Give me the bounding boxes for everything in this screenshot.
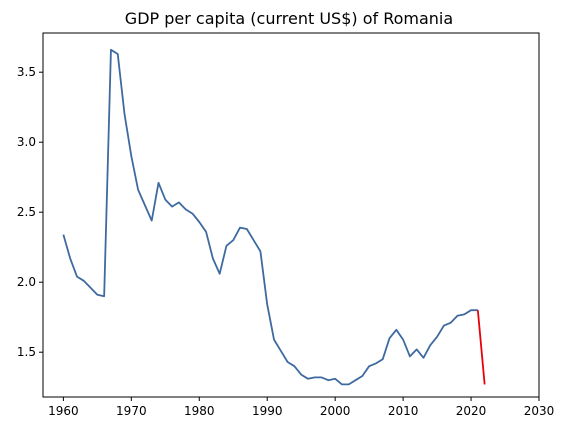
x-tick-label: 2030 [524,404,555,418]
x-tick-label: 1960 [48,404,79,418]
x-tick-label: 1990 [252,404,283,418]
series-line-0 [62,48,478,386]
chart-title: GDP per capita (current US$) of Romania [125,9,453,28]
x-tick-label: 2000 [320,404,351,418]
axis-layer: 1960 1970 1980 1990 2000 2010 2020 2030 1.5 2.0 2.… [17,65,554,418]
series-line-1 [476,310,486,385]
y-tick-label: 1.5 [17,345,36,359]
x-tick-label: 1980 [184,404,215,418]
x-tick-label: 1970 [116,404,147,418]
plot-frame [42,32,540,398]
y-tick-label: 2.0 [17,275,36,289]
y-tick-label: 3.0 [17,135,36,149]
y-tick-label: 2.5 [17,205,36,219]
series-layer [62,48,486,386]
x-tick-label: 2020 [456,404,487,418]
y-tick-label: 3.5 [17,65,36,79]
x-tick-label: 2010 [388,404,419,418]
